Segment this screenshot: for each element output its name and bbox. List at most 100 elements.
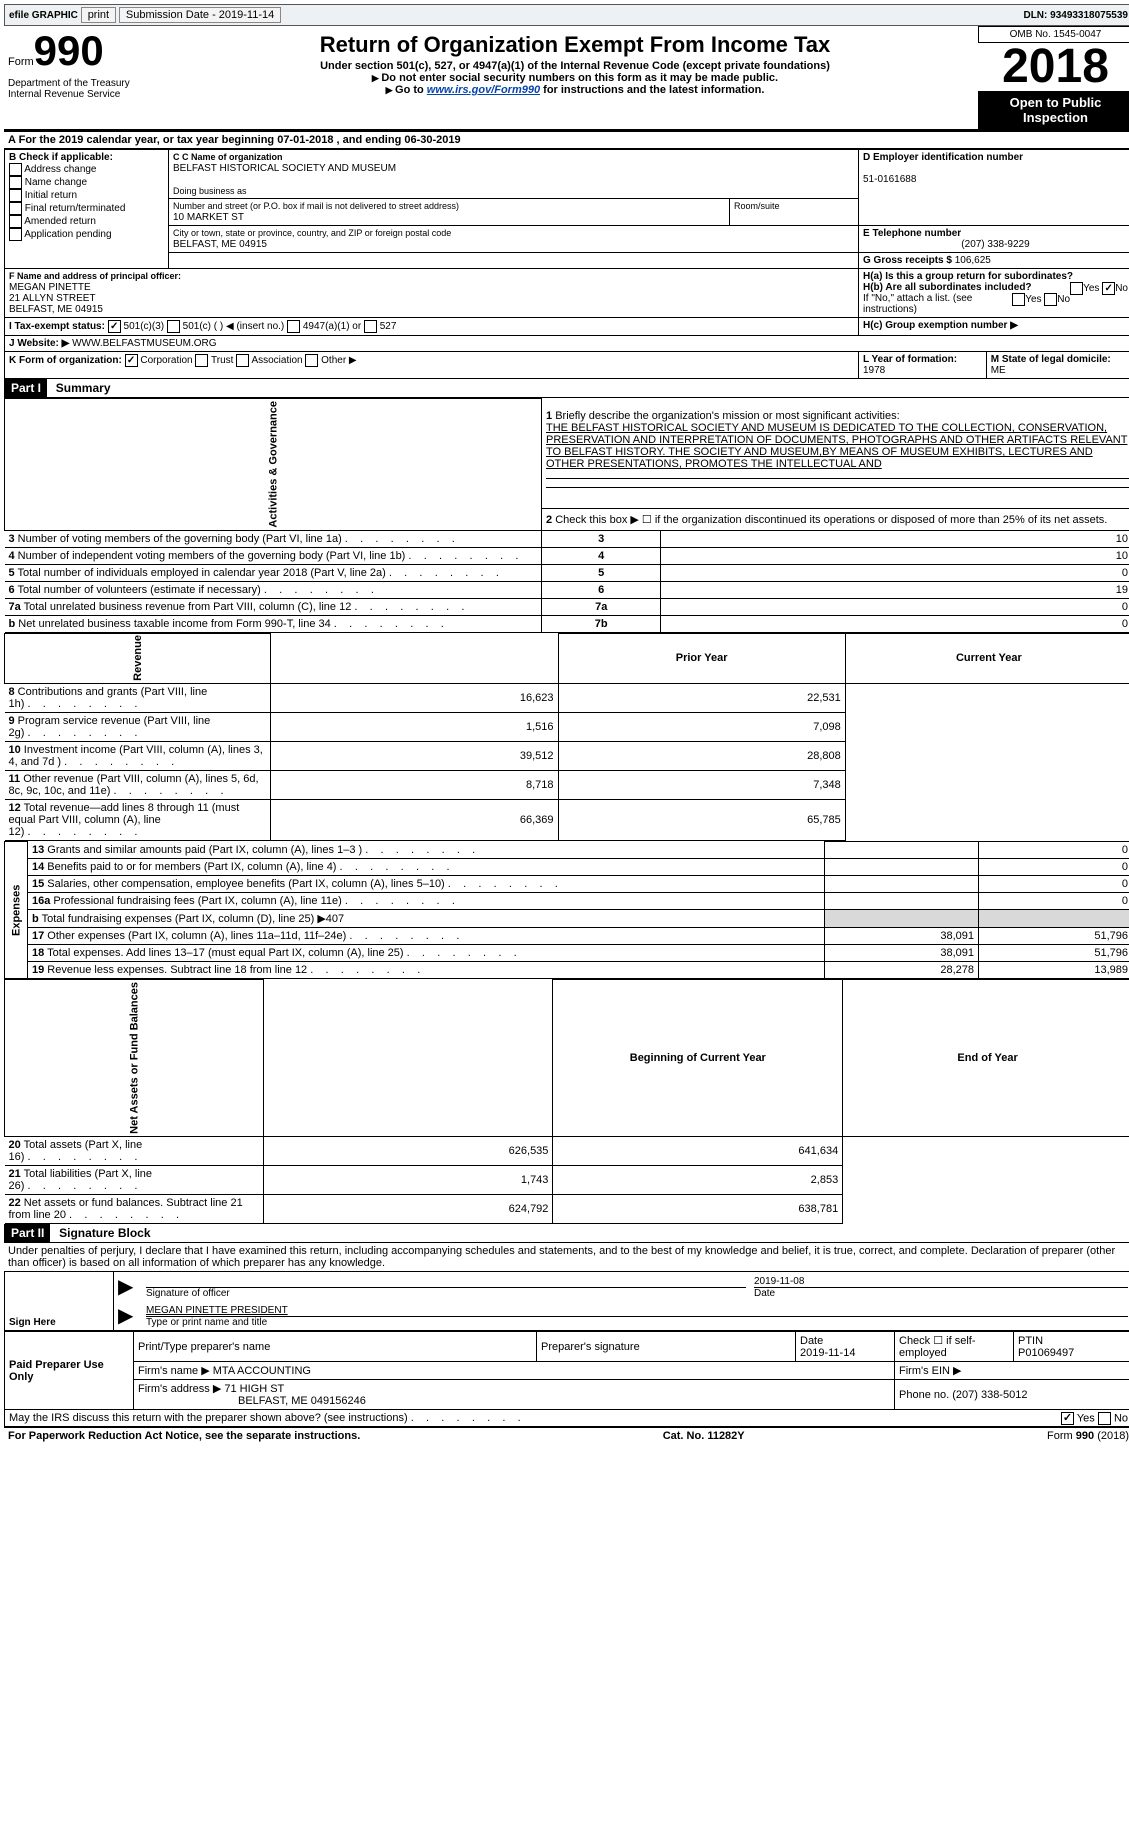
firm-phone: (207) 338-5012 <box>952 1389 1027 1401</box>
vtab-activities: Activities & Governance <box>5 399 542 531</box>
box-d-label: D Employer identification number <box>863 152 1023 163</box>
cb-corp[interactable] <box>125 354 138 367</box>
cb-other[interactable] <box>305 354 318 367</box>
discuss-line: May the IRS discuss this return with the… <box>4 1410 1129 1427</box>
box-g-label: G Gross receipts $ <box>863 255 952 266</box>
balances-table: Net Assets or Fund Balances Beginning of… <box>4 979 1129 1224</box>
cb-501c3[interactable] <box>108 320 121 333</box>
efile-label: efile GRAPHIC <box>9 10 78 21</box>
line-17: 17 Other expenses (Part IX, column (A), … <box>5 928 1129 945</box>
suite-label: Room/suite <box>734 201 780 211</box>
form-subtitle-3: Go to www.irs.gov/Form990 for instructio… <box>180 84 970 96</box>
line-2: Check this box ▶ ☐ if the organization d… <box>555 514 1107 526</box>
firm-addr: 71 HIGH ST <box>224 1383 284 1395</box>
cb-501c[interactable] <box>167 320 180 333</box>
line-12: 12 Total revenue—add lines 8 through 11 … <box>5 800 1129 841</box>
print-button[interactable]: print <box>81 7 116 23</box>
box-c-label: C C Name of organization <box>173 152 283 162</box>
box-hc: H(c) Group exemption number ▶ <box>863 320 1018 331</box>
cb-trust[interactable] <box>195 354 208 367</box>
org-name: BELFAST HISTORICAL SOCIETY AND MUSEUM <box>173 163 396 174</box>
line-7b: b Net unrelated business taxable income … <box>5 615 1129 632</box>
expenses-table: Expenses13 Grants and similar amounts pa… <box>4 841 1129 979</box>
mission-text: THE BELFAST HISTORICAL SOCIETY AND MUSEU… <box>546 422 1127 470</box>
line-21: 21 Total liabilities (Part X, line 26)1,… <box>5 1166 1129 1195</box>
firm-name: MTA ACCOUNTING <box>213 1365 311 1377</box>
line-j-label: J Website: ▶ <box>9 338 69 349</box>
line-7a: 7a Total unrelated business revenue from… <box>5 598 1129 615</box>
line-22: 22 Net assets or fund balances. Subtract… <box>5 1195 1129 1224</box>
box-f-label: F Name and address of principal officer: <box>9 271 181 281</box>
addr-label: Number and street (or P.O. box if mail i… <box>173 201 459 211</box>
form-title: Return of Organization Exempt From Incom… <box>180 32 970 58</box>
officer-name: MEGAN PINETTE <box>9 282 91 293</box>
vtab-balances: Net Assets or Fund Balances <box>5 980 264 1137</box>
box-ha: H(a) Is this a group return for subordin… <box>863 271 1128 282</box>
year-formation: 1978 <box>863 365 885 376</box>
dba-label: Doing business as <box>173 186 854 196</box>
form-subtitle-2: Do not enter social security numbers on … <box>180 72 970 84</box>
form-number: 990 <box>34 27 104 74</box>
state-domicile: ME <box>991 365 1006 376</box>
part1-title: Summary <box>50 379 117 397</box>
perjury-text: Under penalties of perjury, I declare th… <box>4 1243 1129 1271</box>
city-label: City or town, state or province, country… <box>173 228 451 238</box>
checkbox-initial-return[interactable]: Initial return <box>9 189 164 202</box>
officer-addr1: 21 ALLYN STREET <box>9 293 96 304</box>
paid-preparer: Paid Preparer Use Only <box>5 1332 134 1410</box>
form-word: Form <box>8 56 34 68</box>
line-6: 6 Total number of volunteers (estimate i… <box>5 581 1129 598</box>
ptin-value: P01069497 <box>1018 1347 1074 1359</box>
line-5: 5 Total number of individuals employed i… <box>5 564 1129 581</box>
footer: For Paperwork Reduction Act Notice, see … <box>4 1427 1129 1444</box>
box-b-items: Address change Name change Initial retur… <box>9 163 164 241</box>
form-subtitle-1: Under section 501(c), 527, or 4947(a)(1)… <box>180 60 970 72</box>
checkbox-final-return-terminated[interactable]: Final return/terminated <box>9 202 164 215</box>
line-k-label: K Form of organization: <box>9 355 122 366</box>
street-address: 10 MARKET ST <box>173 212 244 223</box>
cb-assoc[interactable] <box>236 354 249 367</box>
ein: 51-0161688 <box>863 174 916 185</box>
cb-527[interactable] <box>364 320 377 333</box>
line-10: 10 Investment income (Part VIII, column … <box>5 742 1129 771</box>
sig-officer-label: Signature of officer <box>146 1287 746 1299</box>
date-label: Date <box>754 1287 1128 1299</box>
irs-link[interactable]: www.irs.gov/Form990 <box>427 84 540 96</box>
discuss-yes[interactable] <box>1061 1412 1074 1425</box>
line-i-label: I Tax-exempt status: <box>9 321 105 332</box>
line-8: 8 Contributions and grants (Part VIII, l… <box>5 684 1129 713</box>
submission-date: Submission Date - 2019-11-14 <box>119 7 281 23</box>
city-state-zip: BELFAST, ME 04915 <box>173 239 267 250</box>
name-title-label: Type or print name and title <box>146 1316 1128 1328</box>
line-3: 3 Number of voting members of the govern… <box>5 530 1129 547</box>
line-16a: 16a Professional fundraising fees (Part … <box>5 893 1129 910</box>
checkbox-address-change[interactable]: Address change <box>9 163 164 176</box>
line-9: 9 Program service revenue (Part VIII, li… <box>5 713 1129 742</box>
discuss-no[interactable] <box>1098 1412 1111 1425</box>
line-a: A For the 2019 calendar year, or tax yea… <box>4 131 1129 149</box>
revenue-table: Revenue Prior Year Current Year 8 Contri… <box>4 633 1129 842</box>
checkbox-application-pending[interactable]: Application pending <box>9 228 164 241</box>
box-hb-note: If "No," attach a list. (see instruction… <box>863 293 1128 315</box>
line-b: b Total fundraising expenses (Part IX, c… <box>5 910 1129 928</box>
form-header: Form990 Department of the Treasury Inter… <box>4 26 1129 131</box>
line-11: 11 Other revenue (Part VIII, column (A),… <box>5 771 1129 800</box>
checkbox-amended-return[interactable]: Amended return <box>9 215 164 228</box>
part2-title: Signature Block <box>53 1224 156 1242</box>
box-e-label: E Telephone number <box>863 228 961 239</box>
cb-4947[interactable] <box>287 320 300 333</box>
checkbox-name-change[interactable]: Name change <box>9 176 164 189</box>
line-13: Expenses13 Grants and similar amounts pa… <box>5 842 1129 859</box>
part1-header: Part I <box>5 379 47 397</box>
website: WWW.BELFASTMUSEUM.ORG <box>72 338 216 349</box>
top-bar: efile GRAPHIC print Submission Date - 20… <box>4 4 1129 26</box>
vtab-expenses: Expenses <box>5 842 28 979</box>
phone: (207) 338-9229 <box>863 239 1128 250</box>
preparer-table: Paid Preparer Use Only Print/Type prepar… <box>4 1331 1129 1410</box>
open-inspection: Open to Public Inspection <box>978 91 1129 129</box>
line-18: 18 Total expenses. Add lines 13–17 (must… <box>5 945 1129 962</box>
gross-receipts: 106,625 <box>955 255 991 266</box>
sign-here: Sign Here <box>5 1272 114 1331</box>
dln-label: DLN: 93493318075539 <box>1023 10 1128 21</box>
line-19: 19 Revenue less expenses. Subtract line … <box>5 962 1129 979</box>
